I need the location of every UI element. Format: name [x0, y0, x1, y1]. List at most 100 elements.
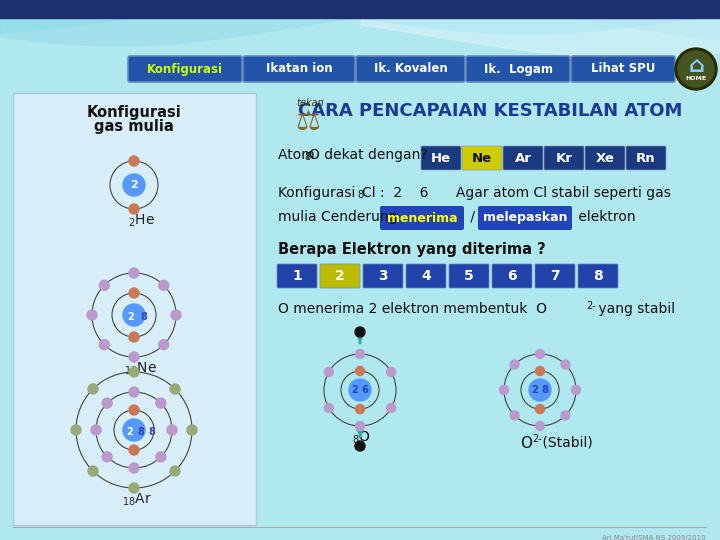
Text: O: O — [520, 436, 532, 451]
FancyBboxPatch shape — [363, 264, 403, 288]
Circle shape — [187, 425, 197, 435]
FancyBboxPatch shape — [571, 56, 675, 82]
Text: elektron: elektron — [574, 210, 636, 224]
FancyBboxPatch shape — [449, 264, 489, 288]
Circle shape — [536, 349, 544, 359]
Circle shape — [88, 466, 98, 476]
Circle shape — [349, 379, 371, 401]
Text: 7: 7 — [550, 269, 560, 283]
Circle shape — [356, 422, 364, 430]
Text: Kr: Kr — [556, 152, 572, 165]
Text: Berapa Elektron yang diterima ?: Berapa Elektron yang diterima ? — [278, 242, 546, 257]
FancyBboxPatch shape — [128, 56, 242, 82]
Circle shape — [324, 403, 333, 413]
Circle shape — [156, 452, 166, 462]
Circle shape — [129, 332, 139, 342]
FancyBboxPatch shape — [503, 146, 543, 170]
Text: 2: 2 — [126, 427, 132, 437]
Text: yang stabil: yang stabil — [594, 302, 675, 316]
Text: $_8$O: $_8$O — [352, 430, 371, 447]
Text: ⌂: ⌂ — [688, 56, 704, 76]
Bar — [0, 0, 720, 18]
Text: Ik. Kovalen: Ik. Kovalen — [374, 63, 447, 76]
Text: Ar: Ar — [515, 152, 531, 165]
Text: Agar atom Cl stabil seperti gas: Agar atom Cl stabil seperti gas — [434, 186, 671, 200]
Circle shape — [99, 340, 109, 350]
Text: Ik.  Logam: Ik. Logam — [484, 63, 552, 76]
Text: Ari Ma'ruf/SMA NS 2009/2010: Ari Ma'ruf/SMA NS 2009/2010 — [603, 535, 706, 540]
Text: Xe: Xe — [595, 152, 614, 165]
Text: melepaskan: melepaskan — [482, 212, 567, 225]
FancyBboxPatch shape — [380, 206, 464, 230]
Text: $_{10}$Ne: $_{10}$Ne — [124, 361, 157, 377]
Text: O menerima 2 elektron membentuk  O: O menerima 2 elektron membentuk O — [278, 302, 547, 316]
Text: $_2$He: $_2$He — [128, 213, 155, 230]
Circle shape — [167, 425, 177, 435]
Circle shape — [129, 445, 139, 455]
Text: 8: 8 — [148, 427, 155, 437]
Circle shape — [71, 425, 81, 435]
Text: Lihat SPU: Lihat SPU — [591, 63, 655, 76]
FancyBboxPatch shape — [277, 264, 317, 288]
Circle shape — [123, 419, 145, 441]
Text: menerima: menerima — [387, 212, 457, 225]
FancyBboxPatch shape — [535, 264, 575, 288]
Circle shape — [129, 463, 139, 473]
FancyBboxPatch shape — [320, 264, 360, 288]
Circle shape — [387, 403, 396, 413]
Text: 5: 5 — [464, 269, 474, 283]
Circle shape — [171, 310, 181, 320]
Circle shape — [387, 368, 396, 376]
Text: Konfigurasi: Konfigurasi — [278, 186, 360, 200]
Circle shape — [561, 411, 570, 420]
Text: /: / — [466, 210, 480, 224]
Circle shape — [678, 51, 714, 87]
Circle shape — [356, 404, 364, 414]
Text: $_{18}$Ar: $_{18}$Ar — [122, 492, 152, 508]
Text: 4: 4 — [421, 269, 431, 283]
Text: 8: 8 — [357, 190, 363, 200]
Circle shape — [156, 398, 166, 408]
Circle shape — [536, 422, 544, 430]
Circle shape — [500, 386, 508, 395]
FancyBboxPatch shape — [578, 264, 618, 288]
Text: (Stabil): (Stabil) — [538, 436, 593, 450]
FancyBboxPatch shape — [406, 264, 446, 288]
Circle shape — [102, 452, 112, 462]
Text: Ikatan ion: Ikatan ion — [266, 63, 333, 76]
Text: Konfigurasi: Konfigurasi — [86, 105, 181, 120]
Circle shape — [324, 368, 333, 376]
Text: HOME: HOME — [685, 77, 706, 82]
FancyBboxPatch shape — [492, 264, 532, 288]
Circle shape — [356, 349, 364, 359]
FancyBboxPatch shape — [626, 146, 666, 170]
Circle shape — [561, 360, 570, 369]
Text: O dekat dengan?: O dekat dengan? — [309, 148, 428, 162]
FancyBboxPatch shape — [466, 56, 570, 82]
Text: 1: 1 — [292, 269, 302, 283]
FancyBboxPatch shape — [462, 146, 502, 170]
Text: Ne: Ne — [472, 152, 492, 165]
Circle shape — [158, 280, 168, 291]
Text: 8: 8 — [137, 427, 144, 437]
Text: 2: 2 — [130, 180, 138, 190]
Text: 8: 8 — [304, 152, 310, 162]
FancyBboxPatch shape — [421, 146, 461, 170]
Text: 2-: 2- — [532, 434, 541, 444]
Text: 6: 6 — [507, 269, 517, 283]
Circle shape — [87, 310, 97, 320]
Circle shape — [123, 174, 145, 196]
Circle shape — [129, 483, 139, 493]
Text: 2 8: 2 8 — [531, 385, 549, 395]
Circle shape — [123, 304, 145, 326]
Circle shape — [572, 386, 580, 395]
Circle shape — [99, 280, 109, 291]
Text: 2: 2 — [127, 312, 134, 322]
Circle shape — [129, 156, 139, 166]
Circle shape — [510, 360, 519, 369]
Text: 2: 2 — [335, 269, 345, 283]
Text: mulia Cenderung: mulia Cenderung — [278, 210, 397, 224]
Text: 8: 8 — [140, 312, 147, 322]
Circle shape — [355, 327, 365, 337]
Circle shape — [536, 404, 544, 414]
